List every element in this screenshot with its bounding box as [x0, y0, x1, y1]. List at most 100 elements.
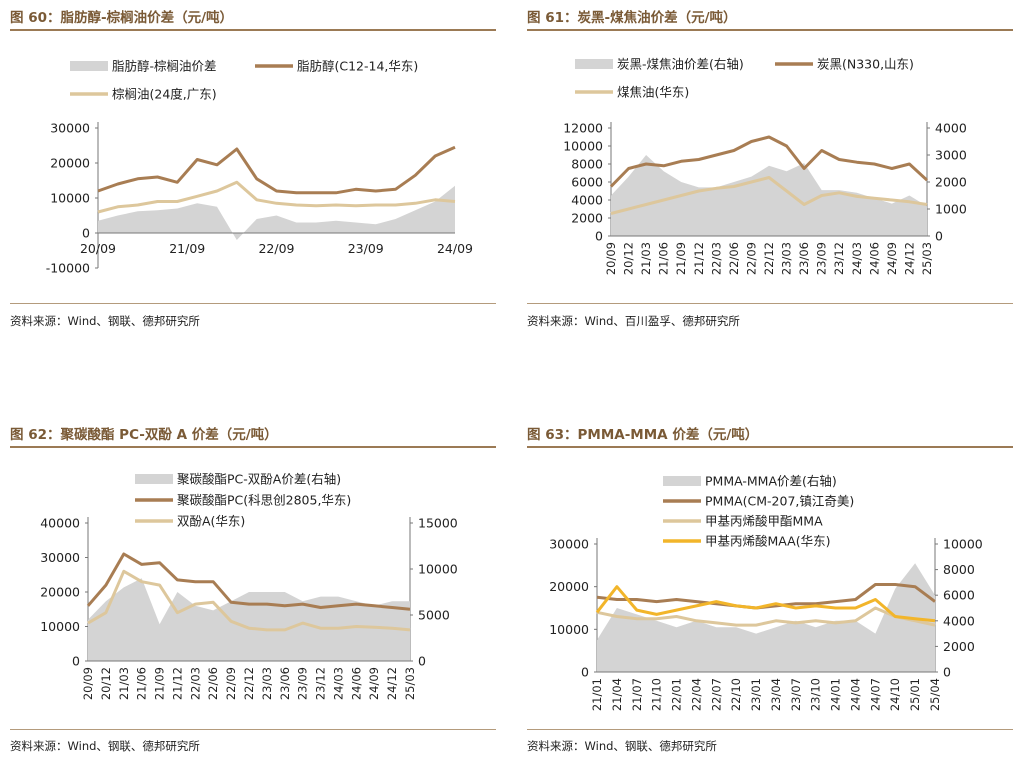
y-tick-label: 20000	[40, 585, 80, 600]
x-tick-label: 20/09	[81, 667, 95, 700]
y-tick-label-right: 3000	[935, 148, 967, 163]
y-tick-label-right: 15000	[418, 516, 458, 531]
y-tick-label: 2000	[571, 211, 603, 226]
x-tick-label: 22/09	[744, 242, 758, 275]
legend-swatch	[575, 59, 613, 69]
y-tick-label: 0	[581, 665, 589, 680]
x-tick-label: 25/03	[403, 667, 417, 700]
legend-label: PMMA(CM-207,镇江奇美)	[705, 494, 854, 509]
y-tick-label-right: 5000	[418, 608, 450, 623]
x-tick-label: 22/06	[206, 667, 220, 700]
x-tick-label: 23/03	[780, 242, 794, 275]
series-line	[609, 135, 929, 188]
title-divider	[10, 29, 496, 31]
y-tick-label: 4000	[571, 193, 603, 208]
legend-label: 煤焦油(华东)	[617, 85, 689, 100]
x-tick-label: 21/10	[650, 678, 664, 711]
y-tick-label: 0	[72, 654, 80, 669]
legend-label: 聚碳酸酯PC-双酚A价差(右轴)	[177, 472, 341, 487]
legend-label: 甲基丙烯酸甲酯MMA	[705, 514, 823, 529]
x-tick-label: 22/03	[188, 667, 202, 700]
title-divider	[527, 446, 1013, 448]
title-divider	[10, 446, 496, 448]
x-tick-label: 23/04	[769, 678, 783, 711]
panel-title: 图 60：脂肪醇-棕榈油价差（元/吨）	[10, 10, 234, 26]
y-tick-label-right: 2000	[943, 639, 975, 654]
source-note: 资料来源：Wind、钢联、德邦研究所	[527, 739, 717, 753]
x-tick-label: 21/12	[170, 667, 184, 700]
y-tick-label-right: 1000	[935, 202, 967, 217]
legend-label: 甲基丙烯酸MAA(华东)	[705, 534, 831, 549]
x-tick-label: 23/06	[278, 667, 292, 700]
series-area	[98, 185, 455, 240]
chart-pmma-mma: PMMA-MMA价差(右轴) PMMA(CM-207,镇江奇美) 甲基丙烯酸甲酯MM…	[549, 474, 983, 712]
x-tick-label: 20/09	[80, 241, 116, 256]
x-tick-label: 20/12	[622, 242, 636, 275]
source-divider	[527, 729, 1013, 730]
x-tick-label: 21/09	[169, 241, 205, 256]
x-tick-label: 20/09	[604, 242, 618, 275]
series-line	[610, 176, 928, 215]
source-note: 资料来源：Wind、百川盈孚、德邦研究所	[527, 314, 740, 328]
figure-60: 图 60：脂肪醇-棕榈油价差（元/吨） 脂肪醇-棕榈油价差 脂肪醇(C12-14,…	[10, 6, 496, 336]
x-tick-label: 22/01	[670, 678, 684, 711]
y-tick-label: -10000	[46, 261, 90, 276]
source-divider	[10, 303, 496, 304]
legend-swatch	[135, 474, 173, 484]
figure-61: 图 61：炭黑-煤焦油价差（元/吨） 炭黑-煤焦油价差(右轴) 炭黑(N330,山…	[527, 6, 1013, 336]
legend-label: 炭黑(N330,山东)	[817, 57, 914, 72]
x-tick-label: 23/06	[797, 242, 811, 275]
series-line	[86, 552, 411, 611]
x-tick-label: 22/04	[689, 678, 703, 711]
series-line	[596, 606, 936, 627]
x-tick-label: 23/09	[815, 242, 829, 275]
y-tick-label-right: 10000	[418, 562, 458, 577]
y-tick-label: 20000	[50, 156, 90, 171]
figure-62: 图 62：聚碳酸酯 PC-双酚 A 价差（元/吨） 聚碳酸酯PC-双酚A价差(右…	[10, 423, 496, 758]
y-tick-label-right: 2000	[935, 175, 967, 190]
chart-fatty-alcohol-palm-oil: 脂肪醇-棕榈油价差 脂肪醇(C12-14,华东) 棕榈油(24度,广东) -10000…	[46, 59, 473, 276]
x-tick-label: 24/03	[850, 242, 864, 275]
x-tick-label: 22/07	[709, 678, 723, 711]
panel-title: 图 61：炭黑-煤焦油价差（元/吨）	[527, 10, 737, 26]
x-tick-label: 21/12	[692, 242, 706, 275]
x-tick-label: 24/07	[868, 678, 882, 711]
figure-63: 图 63：PMMA-MMA 价差（元/吨） PMMA-MMA价差(右轴) PMMA…	[527, 423, 1013, 758]
y-tick-label: 8000	[571, 157, 603, 172]
source-note: 资料来源：Wind、钢联、德邦研究所	[10, 739, 200, 753]
x-tick-label: 24/06	[349, 667, 363, 700]
x-tick-label: 24/09	[885, 242, 899, 275]
x-tick-label: 22/12	[762, 242, 776, 275]
x-tick-label: 21/09	[153, 667, 167, 700]
y-tick-label: 0	[82, 226, 90, 241]
series-area	[611, 155, 927, 236]
y-tick-label: 10000	[549, 622, 589, 637]
x-tick-label: 24/09	[367, 667, 381, 700]
x-tick-label: 25/03	[920, 242, 934, 275]
x-tick-label: 23/09	[296, 667, 310, 700]
source-note: 资料来源：Wind、钢联、德邦研究所	[10, 314, 200, 328]
x-tick-label: 23/09	[348, 241, 384, 256]
series-area	[88, 578, 410, 661]
series-line	[97, 180, 456, 214]
x-tick-label: 21/01	[590, 678, 604, 711]
x-tick-label: 23/01	[749, 678, 763, 711]
y-tick-label-right: 0	[418, 654, 426, 669]
legend-label: 聚碳酸酯PC(科思创2805,华东)	[177, 493, 351, 508]
x-tick-label: 22/12	[242, 667, 256, 700]
x-tick-label: 21/06	[135, 667, 149, 700]
x-tick-label: 24/04	[848, 678, 862, 711]
x-tick-label: 22/09	[224, 667, 238, 700]
y-tick-label-right: 4000	[935, 121, 967, 136]
x-tick-label: 21/03	[639, 242, 653, 275]
y-tick-label: 30000	[40, 550, 80, 565]
title-divider	[527, 29, 1013, 31]
x-tick-label: 23/10	[809, 678, 823, 711]
x-tick-label: 25/04	[928, 678, 942, 711]
y-tick-label: 10000	[563, 139, 603, 154]
y-tick-label: 10000	[50, 191, 90, 206]
y-tick-label: 10000	[40, 619, 80, 634]
x-tick-label: 23/12	[832, 242, 846, 275]
x-tick-label: 21/09	[674, 242, 688, 275]
x-tick-label: 22/06	[727, 242, 741, 275]
